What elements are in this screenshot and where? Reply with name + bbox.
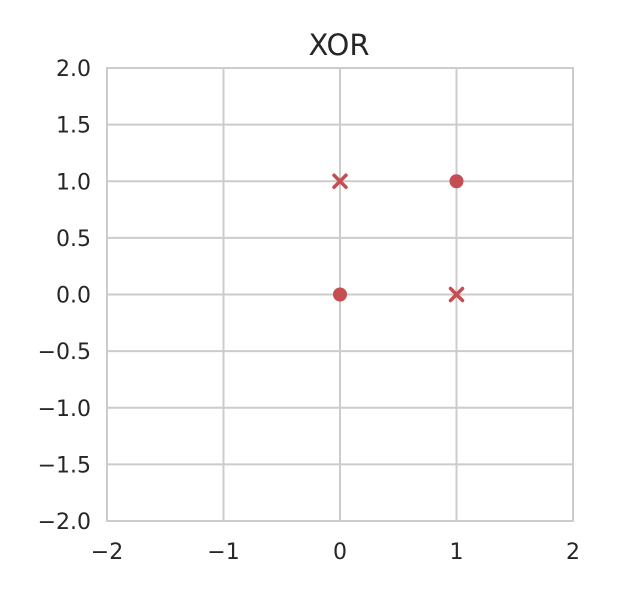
x-tick-label: −1 [207,540,239,565]
y-tick-label: −1.0 [38,397,91,422]
x-tick-label: 2 [566,540,580,565]
plot-area-frame [106,67,574,522]
y-tick-label: −1.5 [38,453,91,478]
y-tick-label: 1.5 [56,114,91,139]
circle-point [333,287,347,302]
chart-title: XOR [309,28,370,62]
x-tick-label: 1 [450,540,464,565]
data-points [332,173,465,303]
y-tick-label: −0.5 [38,340,91,365]
x-tick-label: 0 [333,540,347,565]
y-tick-label: 0.0 [56,284,91,309]
circle-point [449,174,464,189]
x-axis-tick-labels: −2 −1 0 1 2 [91,540,580,565]
y-tick-label: 0.5 [56,227,91,252]
y-tick-label: −2.0 [38,510,91,535]
x-marker-point [332,173,348,189]
y-tick-label: 2.0 [56,57,91,82]
y-tick-label: 1.0 [56,170,91,195]
x-marker-point [448,286,465,303]
x-tick-label: −2 [91,540,123,565]
y-axis-tick-labels: 2.0 1.5 1.0 0.5 0.0 −0.5 −1.0 −1.5 −2.0 [38,57,91,535]
